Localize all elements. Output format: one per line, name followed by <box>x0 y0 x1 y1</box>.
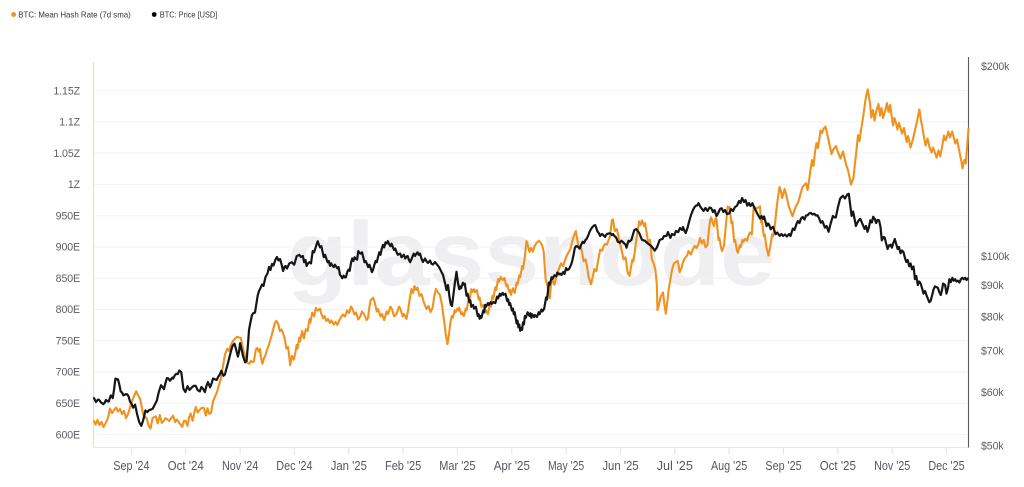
svg-text:$60k: $60k <box>981 387 1004 399</box>
svg-text:750E: 750E <box>56 336 80 348</box>
svg-text:700E: 700E <box>56 367 80 379</box>
svg-text:$200k: $200k <box>981 61 1010 73</box>
svg-text:Oct '24: Oct '24 <box>168 458 204 473</box>
svg-text:May '25: May '25 <box>548 458 584 473</box>
svg-text:Mar '25: Mar '25 <box>439 458 475 473</box>
svg-text:Nov '25: Nov '25 <box>874 458 910 473</box>
svg-text:1.15Z: 1.15Z <box>53 85 80 97</box>
svg-text:$50k: $50k <box>981 441 1004 453</box>
svg-text:Sep '24: Sep '24 <box>113 458 149 473</box>
svg-text:1Z: 1Z <box>68 179 81 191</box>
svg-text:$80k: $80k <box>981 311 1004 323</box>
svg-text:Jul '25: Jul '25 <box>657 458 693 473</box>
svg-text:900E: 900E <box>56 242 80 254</box>
svg-text:850E: 850E <box>56 273 80 285</box>
svg-text:650E: 650E <box>56 398 80 410</box>
svg-text:Feb '25: Feb '25 <box>385 458 421 473</box>
svg-text:Oct '25: Oct '25 <box>820 458 856 473</box>
svg-text:BTC: Mean Hash Rate (7d sma): BTC: Mean Hash Rate (7d sma) <box>18 9 131 19</box>
svg-text:Dec '24: Dec '24 <box>276 458 312 473</box>
svg-text:800E: 800E <box>56 304 80 316</box>
svg-text:$90k: $90k <box>981 280 1004 292</box>
svg-text:Sep '25: Sep '25 <box>765 458 801 473</box>
svg-text:Apr '25: Apr '25 <box>494 458 530 473</box>
svg-text:950E: 950E <box>56 210 80 222</box>
svg-text:BTC: Price [USD]: BTC: Price [USD] <box>160 9 218 19</box>
svg-text:Jan '25: Jan '25 <box>331 458 367 473</box>
svg-text:600E: 600E <box>56 429 80 441</box>
svg-text:$100k: $100k <box>981 251 1010 263</box>
svg-text:Jun '25: Jun '25 <box>602 458 638 473</box>
svg-text:1.05Z: 1.05Z <box>53 148 80 160</box>
svg-text:Dec '25: Dec '25 <box>928 458 964 473</box>
svg-text:Nov '24: Nov '24 <box>222 458 258 473</box>
svg-text:glassnode: glassnode <box>287 204 775 305</box>
svg-text:$70k: $70k <box>981 346 1004 358</box>
svg-text:1.1Z: 1.1Z <box>59 117 80 129</box>
svg-text:Aug '25: Aug '25 <box>711 458 747 473</box>
